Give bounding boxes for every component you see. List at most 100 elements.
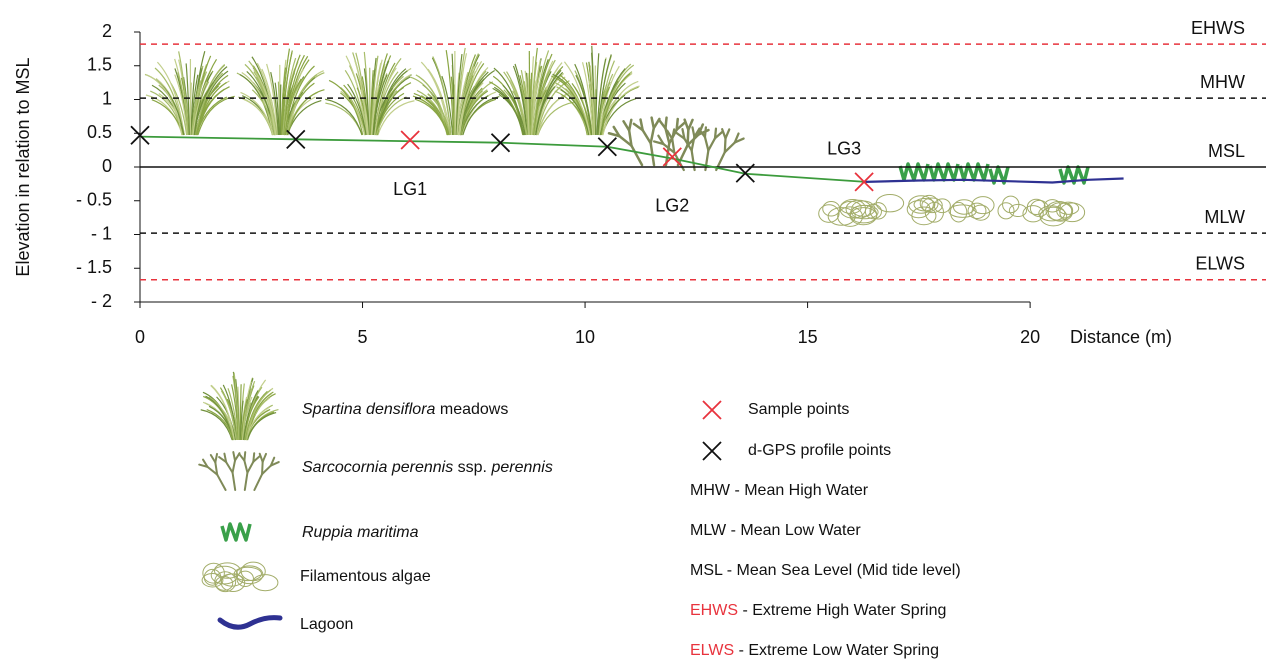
ruppia [1058, 165, 1090, 185]
grass-blade [598, 65, 620, 136]
algae-loop [849, 204, 878, 226]
grass-blade [377, 100, 415, 136]
grass-blade [537, 101, 575, 136]
stem [703, 126, 708, 139]
text-part: - Mean Low Water [731, 522, 862, 539]
stem [723, 141, 736, 154]
stem [713, 130, 724, 140]
stem [671, 128, 676, 141]
algae-loop [967, 202, 987, 220]
algae-loop [908, 195, 934, 214]
grass-blade [514, 63, 528, 136]
y-tick-label: - 1.5 [76, 257, 112, 277]
grass-blade [145, 73, 183, 136]
grass-blade [240, 399, 248, 441]
grass-blade [231, 384, 239, 441]
grass-blade [354, 60, 368, 136]
algae-loop [1002, 195, 1020, 214]
grass-blade [282, 54, 301, 136]
grass-blade [369, 70, 374, 136]
stem [723, 137, 727, 154]
stem [724, 128, 731, 140]
grass-blade [245, 389, 271, 441]
grass-blade [287, 89, 325, 136]
grass-blade [343, 84, 366, 136]
algae-loop [1045, 200, 1073, 221]
stem [246, 460, 255, 474]
algae-loop [971, 204, 991, 221]
grass-blade [233, 372, 240, 441]
cross-marker [854, 172, 874, 192]
stem [612, 125, 621, 138]
text-part: - Mean Sea Level (Mid tide level) [727, 562, 961, 579]
grass-blade [441, 75, 454, 136]
stem [261, 464, 272, 476]
legend-label: Ruppia maritima [302, 524, 419, 541]
grass-blade [532, 50, 550, 136]
vegetation [144, 45, 1090, 227]
legend-label: ELWS - Extreme Low Water Spring [690, 642, 939, 659]
cross-marker [662, 147, 682, 167]
grass-blade [220, 390, 237, 441]
grass-blade [535, 71, 564, 136]
grass-blade [455, 53, 463, 136]
sample-label: LG2 [655, 196, 689, 216]
legend-label: MSL - Mean Sea Level (Mid tide level) [690, 562, 961, 579]
stem [707, 137, 717, 152]
profile-line [139, 135, 866, 183]
grass-blade [246, 411, 277, 441]
grass-blade [190, 74, 199, 136]
ruppia [220, 522, 252, 542]
stem [216, 473, 227, 491]
grass-blade [533, 59, 556, 136]
stem [690, 135, 696, 152]
grass-blade [210, 384, 235, 441]
algae-loop [919, 194, 939, 212]
grass-blade [530, 62, 537, 136]
grass-blade [328, 79, 364, 136]
grass-blade [427, 93, 451, 136]
grass-blade [266, 63, 279, 136]
grass-blade [178, 51, 189, 136]
legend-label: MLW - Mean Low Water [690, 522, 861, 539]
stem [202, 458, 209, 468]
stem [649, 126, 656, 145]
text-part: ssp. [458, 459, 487, 476]
stem [261, 460, 264, 476]
stem [687, 118, 694, 132]
y-tick-label: 1.5 [87, 55, 112, 75]
algae-loop [1038, 205, 1066, 222]
y-tick-label: - 0.5 [76, 190, 112, 210]
grass-blade [374, 67, 397, 136]
stem [675, 121, 687, 131]
grass-blade [421, 95, 450, 136]
grass-blade [533, 53, 553, 136]
grass-blade [595, 53, 600, 136]
grass-blade [206, 409, 234, 441]
algae-loop [214, 571, 237, 593]
level-abbr: MSL [690, 562, 723, 579]
y-tick-label: 0.5 [87, 122, 112, 142]
legend-label: MHW - Mean High Water [690, 482, 869, 499]
grass-blade [571, 82, 592, 136]
algae-loop [933, 198, 951, 214]
cross-marker [597, 137, 617, 157]
algae-loop [203, 568, 222, 586]
grass-blade [555, 82, 589, 136]
cross-marker [490, 133, 511, 153]
level-abbr: ELWS [690, 642, 734, 659]
grass-blade [492, 87, 524, 136]
algae-loop [949, 201, 968, 223]
stem [630, 144, 644, 167]
legend-label: Filamentous algae [300, 568, 431, 585]
grass-blade [597, 54, 612, 136]
algae-loop [201, 573, 224, 588]
stem [618, 134, 633, 147]
stem [269, 461, 280, 467]
grass-blade [528, 50, 531, 136]
level-label: EHWS [1191, 18, 1245, 38]
stem [683, 137, 693, 152]
legend-label: EHWS - Extreme High Water Spring [690, 602, 946, 619]
legend-label: Sarcocornia perennis ssp. perennis [302, 459, 553, 476]
